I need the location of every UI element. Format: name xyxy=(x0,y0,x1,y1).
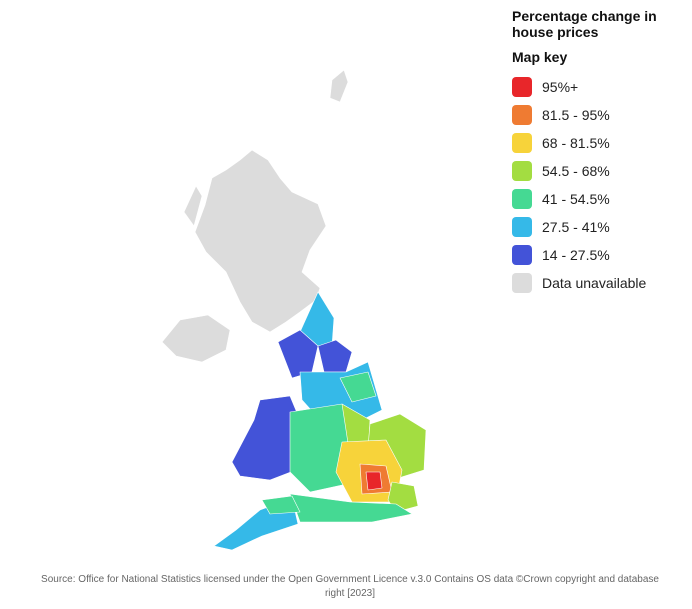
yorkshire-east xyxy=(339,371,377,403)
somerset xyxy=(261,495,301,515)
legend-swatch xyxy=(512,77,532,97)
north-east xyxy=(317,339,353,373)
legend-heading: Map key xyxy=(512,49,568,65)
legend-item: 27.5 - 41% xyxy=(512,213,646,241)
cumbria xyxy=(277,329,319,379)
western-isles xyxy=(183,185,203,227)
legend-swatch xyxy=(512,105,532,125)
source-note: Source: Office for National Statistics l… xyxy=(41,574,659,599)
legend-item: 95%+ xyxy=(512,73,646,101)
legend-swatch xyxy=(512,189,532,209)
legend-label: 41 - 54.5% xyxy=(542,191,610,207)
legend-label: 14 - 27.5% xyxy=(542,247,610,263)
legend-label: 95%+ xyxy=(542,79,579,95)
legend-label: Data unavailable xyxy=(542,275,647,291)
legend-item: 81.5 - 95% xyxy=(512,101,646,129)
legend-swatch xyxy=(512,217,532,237)
legend-item: 41 - 54.5% xyxy=(512,185,646,213)
legend-item: Data unavailable xyxy=(512,269,646,297)
northern-ireland xyxy=(161,314,231,363)
legend-swatch xyxy=(512,133,532,153)
legend-label: 54.5 - 68% xyxy=(542,163,610,179)
legend-label: 81.5 - 95% xyxy=(542,107,610,123)
london xyxy=(365,471,383,491)
shetland xyxy=(329,69,349,103)
legend-item: 68 - 81.5% xyxy=(512,129,646,157)
legend-label: 27.5 - 41% xyxy=(542,219,610,235)
south-coast xyxy=(289,493,413,523)
legend-item: 54.5 - 68% xyxy=(512,157,646,185)
scotland xyxy=(194,149,327,333)
legend-title: Percentage change in house prices xyxy=(512,8,657,40)
legend-swatch xyxy=(512,245,532,265)
legend-swatch xyxy=(512,161,532,181)
map xyxy=(161,69,427,551)
legend: 95%+ 81.5 - 95% 68 - 81.5% 54.5 - 68% 41 - 5… xyxy=(512,73,646,297)
legend-item: 14 - 27.5% xyxy=(512,241,646,269)
legend-label: 68 - 81.5% xyxy=(542,135,610,151)
legend-swatch xyxy=(512,273,532,293)
